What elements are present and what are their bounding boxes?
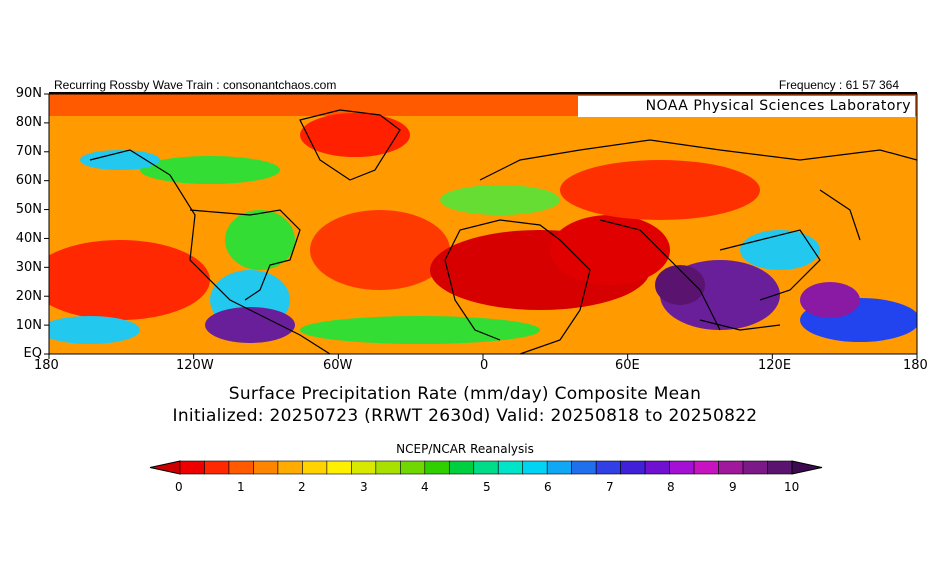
lon-label: 0 <box>480 358 489 373</box>
wet-region-bay-bengal <box>655 265 705 305</box>
colorbar-swatch <box>644 460 670 475</box>
lat-label: 40N <box>15 231 42 246</box>
colorbar-swatch <box>767 460 793 475</box>
lon-label: 60W <box>323 358 353 373</box>
moist-region-tropical-atlantic <box>300 316 540 344</box>
colorbar-label: 2 <box>298 480 306 494</box>
moist-region-alaska <box>80 150 160 170</box>
colorbar <box>149 460 823 475</box>
colorbar-swatch <box>228 460 254 475</box>
colorbar-label: 7 <box>606 480 614 494</box>
colorbar-swatch <box>595 460 621 475</box>
lon-label: 180 <box>903 358 928 373</box>
colorbar-swatch <box>302 460 328 475</box>
colorbar-swatch <box>571 460 597 475</box>
colorbar-swatch <box>693 460 719 475</box>
colorbar-swatch <box>253 460 279 475</box>
lat-label: 60N <box>15 173 42 188</box>
colorbar-swatch <box>326 460 352 475</box>
moist-region-us-east <box>225 210 295 270</box>
colorbar-label: 0 <box>175 480 183 494</box>
dry-region-greenland <box>300 113 410 157</box>
moist-region-china <box>740 230 820 270</box>
colorbar-swatch <box>473 460 499 475</box>
colorbar-swatch <box>522 460 548 475</box>
colorbar-label: 6 <box>544 480 552 494</box>
lat-label: EQ <box>23 346 42 361</box>
axis-ticks <box>44 93 918 359</box>
colorbar-swatch <box>546 460 572 475</box>
colorbar-max-arrow <box>791 460 823 475</box>
dry-region-pacific <box>49 240 210 320</box>
lon-label: 180 <box>34 358 59 373</box>
colorbar-label: 3 <box>360 480 368 494</box>
dry-region-atlantic <box>310 210 450 290</box>
map-subtitle: Initialized: 20250723 (RRWT 2630d) Valid… <box>172 406 758 426</box>
colorbar-swatch <box>448 460 475 475</box>
lon-label: 120E <box>758 358 792 373</box>
colorbar-label: 4 <box>421 480 429 494</box>
data-source-label: NCEP/NCAR Reanalysis <box>396 442 534 456</box>
colorbar-label: 8 <box>667 480 675 494</box>
map-title: Surface Precipitation Rate (mm/day) Comp… <box>228 384 702 404</box>
header-title: Recurring Rossby Wave Train : consonantc… <box>54 78 337 92</box>
colorbar-label: 1 <box>237 480 245 494</box>
moist-region-pacific-east <box>49 316 140 344</box>
colorbar-swatch <box>497 460 524 475</box>
moist-region-north-pacific <box>140 156 280 184</box>
lat-label: 90N <box>15 86 42 101</box>
wet-region-west-pacific-deep <box>800 282 860 318</box>
dry-region-arabia <box>550 215 670 285</box>
lat-label: 20N <box>15 289 42 304</box>
lat-label: 70N <box>15 144 42 159</box>
colorbar-swatch <box>424 460 450 475</box>
colorbar-swatch <box>742 460 768 475</box>
colorbar-swatch <box>375 460 401 475</box>
lon-label: 60E <box>615 358 640 373</box>
colorbar-swatch <box>620 460 646 475</box>
credit-label: NOAA Physical Sciences Laboratory <box>578 96 915 117</box>
frequency-label: Frequency : 61 57 364 <box>778 78 899 92</box>
wet-region-central-america <box>205 307 295 343</box>
colorbar-swatch <box>277 460 303 475</box>
colorbar-label: 9 <box>729 480 737 494</box>
lat-label: 80N <box>15 115 42 130</box>
colorbar-swatch <box>718 460 744 475</box>
colorbar-label: 5 <box>483 480 491 494</box>
colorbar-swatch <box>179 460 205 475</box>
colorbar-label: 10 <box>784 480 800 494</box>
dry-region-siberia <box>560 160 760 220</box>
lat-label: 30N <box>15 260 42 275</box>
colorbar-swatch <box>400 460 426 475</box>
lon-label: 120W <box>176 358 214 373</box>
lat-label: 10N <box>15 318 42 333</box>
coastlines <box>89 109 917 354</box>
colorbar-min-arrow <box>149 460 181 475</box>
moist-region-europe <box>440 185 560 215</box>
colorbar-swatch <box>669 460 695 475</box>
colorbar-swatch <box>204 460 230 475</box>
colorbar-swatch <box>351 460 377 475</box>
lat-label: 50N <box>15 202 42 217</box>
